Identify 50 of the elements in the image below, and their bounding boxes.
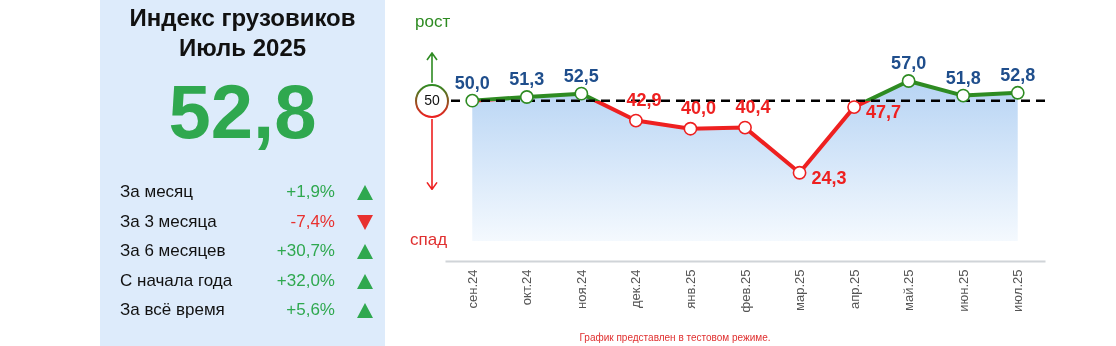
text: +1,9%	[286, 182, 335, 201]
text: График представлен в тестовом режиме.	[578, 332, 772, 343]
x-tick-label: янв.25	[682, 269, 698, 309]
data-label: 52,8	[1000, 64, 1036, 85]
point	[683, 121, 698, 136]
point	[738, 120, 752, 135]
x-tick-label: сен.24	[464, 269, 480, 309]
text: +30,7%	[276, 241, 335, 261]
x-tick-label: июл.25	[1010, 269, 1026, 312]
text: 52,8	[167, 68, 318, 155]
text: Индекс грузовиков	[128, 4, 357, 32]
point	[1010, 85, 1025, 100]
point	[792, 165, 807, 180]
text: За месяц	[120, 182, 194, 202]
data-label: 51,3	[509, 69, 545, 89]
text: +5,6%	[286, 300, 335, 320]
text: За 6 месяцев	[120, 241, 226, 262]
text: С начала года	[120, 270, 233, 291]
text: За всё время	[120, 300, 225, 321]
point	[847, 100, 862, 115]
data-label: 42,9	[626, 89, 662, 110]
x-tick-label: июн.25	[955, 269, 971, 312]
point	[628, 113, 643, 128]
x-tick-label: окт.24	[519, 269, 535, 306]
point	[956, 88, 971, 103]
point	[574, 86, 589, 101]
x-tick-label: май.25	[901, 269, 917, 312]
data-label: 52,5	[563, 65, 599, 86]
data-label: 50,0	[454, 72, 490, 93]
data-label: 57,0	[891, 53, 927, 73]
point	[519, 90, 534, 104]
point	[901, 74, 916, 88]
data-label: 51,8	[945, 67, 981, 88]
x-tick-label: мар.25	[792, 269, 808, 311]
point	[465, 93, 480, 108]
x-tick-label: апр.25	[846, 269, 862, 310]
data-label: 40,0	[680, 97, 716, 118]
annotation: спад	[410, 230, 448, 250]
data-label: 47,7	[866, 102, 902, 123]
data-label: 24,3	[811, 167, 847, 188]
ref-line-label: 50	[423, 91, 441, 108]
x-tick-label: фев.25	[737, 269, 753, 313]
text: +32,0%	[276, 270, 335, 290]
text: -7,4%	[290, 211, 335, 231]
text: Июль 2025	[177, 34, 308, 62]
text: За 3 месяца	[120, 211, 217, 232]
x-tick-label: дек.24	[628, 269, 644, 309]
text: рост	[415, 12, 451, 32]
x-tick-label: ноя.24	[573, 269, 589, 310]
data-label: 40,4	[735, 96, 771, 117]
